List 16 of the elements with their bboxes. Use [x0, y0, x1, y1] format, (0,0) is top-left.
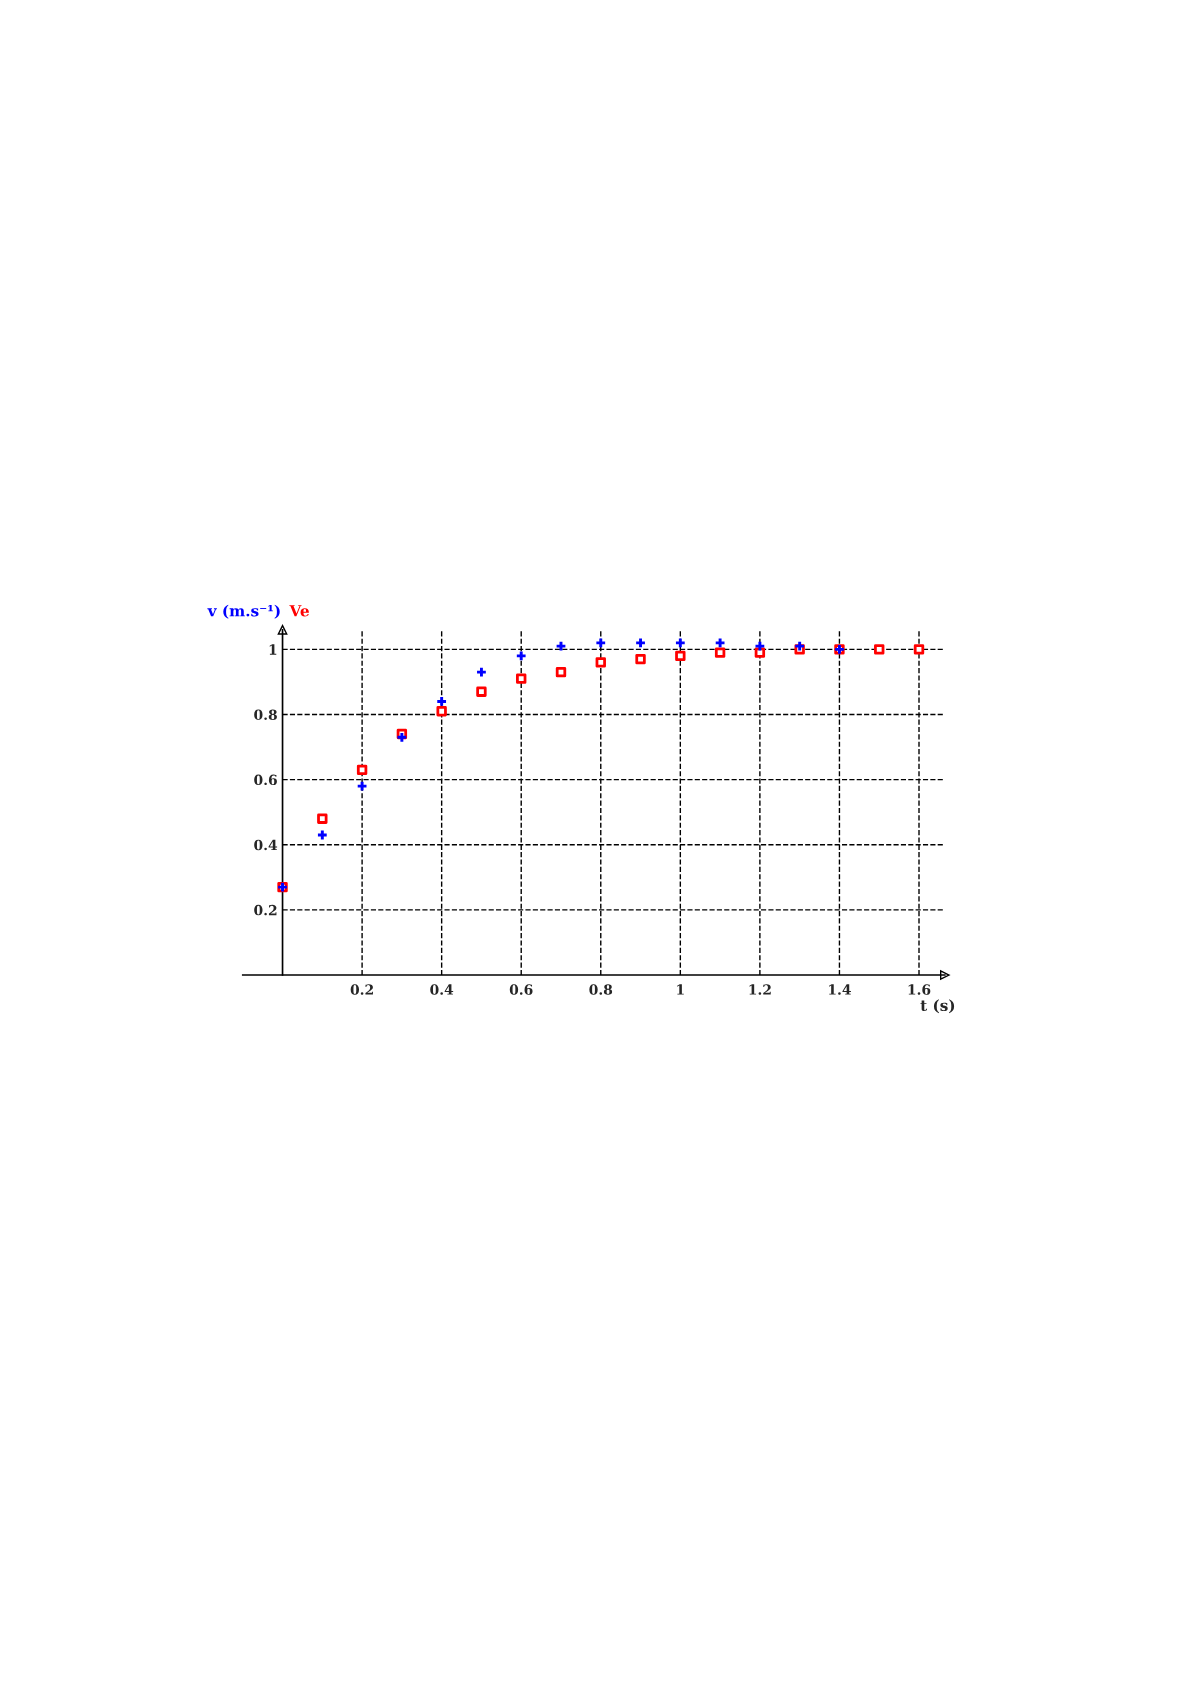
x-tick-label: 0.2	[350, 984, 373, 995]
x-tick-label: 1	[677, 984, 684, 995]
x-tick-label: 1.2	[749, 984, 771, 995]
y-tick-label: 0.2	[254, 904, 277, 916]
y-tick-label: 0.8	[254, 709, 277, 720]
y-tick-label: 1	[269, 644, 277, 655]
x-tick-label: 0.8	[589, 984, 613, 995]
x-tick-label: 0.6	[509, 984, 533, 995]
x-tick-label: 1.4	[829, 984, 851, 995]
x-tick-label: 1.6	[908, 984, 931, 995]
x-axis-title: t (s)	[920, 999, 955, 1014]
y-tick-label: 0.4	[254, 839, 278, 851]
text: Ve	[289, 605, 309, 617]
text: v (m.s⁻¹)	[207, 604, 280, 619]
x-tick-label: 0.4	[430, 984, 454, 995]
y-tick-label: 0.6	[254, 774, 277, 786]
